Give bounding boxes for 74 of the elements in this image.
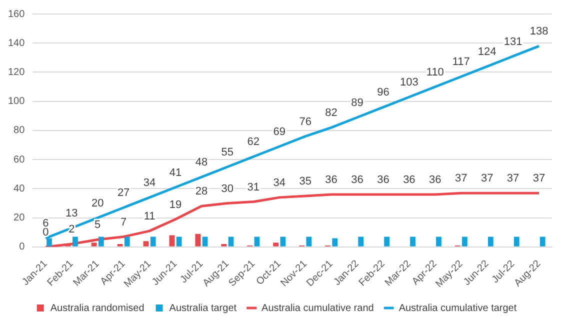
y-tick-label: 80 <box>14 125 26 136</box>
data-label: 31 <box>247 181 260 194</box>
bar <box>143 241 149 246</box>
data-label: 11 <box>144 210 156 222</box>
data-label: 20 <box>91 197 104 210</box>
y-tick-label: 0 <box>19 242 26 253</box>
data-label: 36 <box>325 174 338 186</box>
bar <box>254 236 260 246</box>
bar <box>332 238 338 246</box>
data-label: 48 <box>195 156 208 169</box>
data-label: 117 <box>452 56 470 68</box>
data-label: 96 <box>377 86 390 99</box>
data-label: 30 <box>221 182 234 195</box>
data-label: 55 <box>221 146 234 158</box>
bar <box>280 236 286 246</box>
data-label: 76 <box>299 116 312 128</box>
legend-label: Australia cumulative target <box>398 302 517 314</box>
data-label: 41 <box>169 166 182 179</box>
data-label: 35 <box>299 176 312 188</box>
data-label: 37 <box>532 172 546 185</box>
bar <box>358 236 364 246</box>
bar <box>72 236 78 246</box>
data-label: 110 <box>426 66 444 78</box>
bar <box>169 235 175 246</box>
data-label: 69 <box>273 126 286 138</box>
data-label: 124 <box>478 46 496 58</box>
data-label: 27 <box>117 187 130 200</box>
bar <box>384 236 390 246</box>
data-label: 37 <box>454 172 468 185</box>
bar <box>410 236 416 246</box>
data-label: 37 <box>506 172 520 185</box>
bar <box>514 236 520 246</box>
data-label: 36 <box>429 174 442 186</box>
data-label: 103 <box>400 76 418 89</box>
data-label: 34 <box>143 176 156 189</box>
bar <box>540 236 546 246</box>
data-label: 37 <box>480 172 494 185</box>
data-label: 5 <box>94 219 101 232</box>
data-label: 19 <box>169 198 182 211</box>
bar <box>488 236 494 246</box>
data-label: 36 <box>351 174 364 186</box>
bar <box>436 236 442 246</box>
data-label: 138 <box>530 26 548 38</box>
data-label: 13 <box>66 208 78 220</box>
y-tick-label: 40 <box>14 183 26 194</box>
bar <box>462 236 468 246</box>
y-tick-label: 100 <box>8 96 26 108</box>
data-label: 36 <box>403 174 416 186</box>
data-label: 131 <box>504 36 522 48</box>
bar <box>176 236 182 246</box>
data-label: 62 <box>247 136 260 148</box>
bar <box>202 236 208 246</box>
data-label: 0 <box>42 226 49 238</box>
legend-label: Australia target <box>169 302 237 314</box>
y-tick-label: 120 <box>8 66 26 78</box>
bar <box>195 234 201 246</box>
bar <box>306 236 312 246</box>
y-tick-label: 20 <box>14 212 26 224</box>
bar <box>273 242 278 246</box>
y-tick-label: 140 <box>8 38 26 49</box>
bar <box>98 236 104 246</box>
y-tick-label: 60 <box>14 154 26 166</box>
bar <box>228 236 234 246</box>
bar <box>150 236 156 246</box>
y-tick-label: 160 <box>8 8 26 20</box>
data-label: 82 <box>325 107 338 120</box>
legend-label: Australia randomised <box>50 302 144 314</box>
data-label: 36 <box>377 174 390 186</box>
legend-label: Australia cumulative rand <box>262 302 374 314</box>
data-label: 28 <box>195 186 208 198</box>
data-label: 34 <box>273 176 286 189</box>
data-label: 89 <box>351 96 364 109</box>
data-label: 7 <box>120 216 127 228</box>
bar <box>124 236 130 246</box>
